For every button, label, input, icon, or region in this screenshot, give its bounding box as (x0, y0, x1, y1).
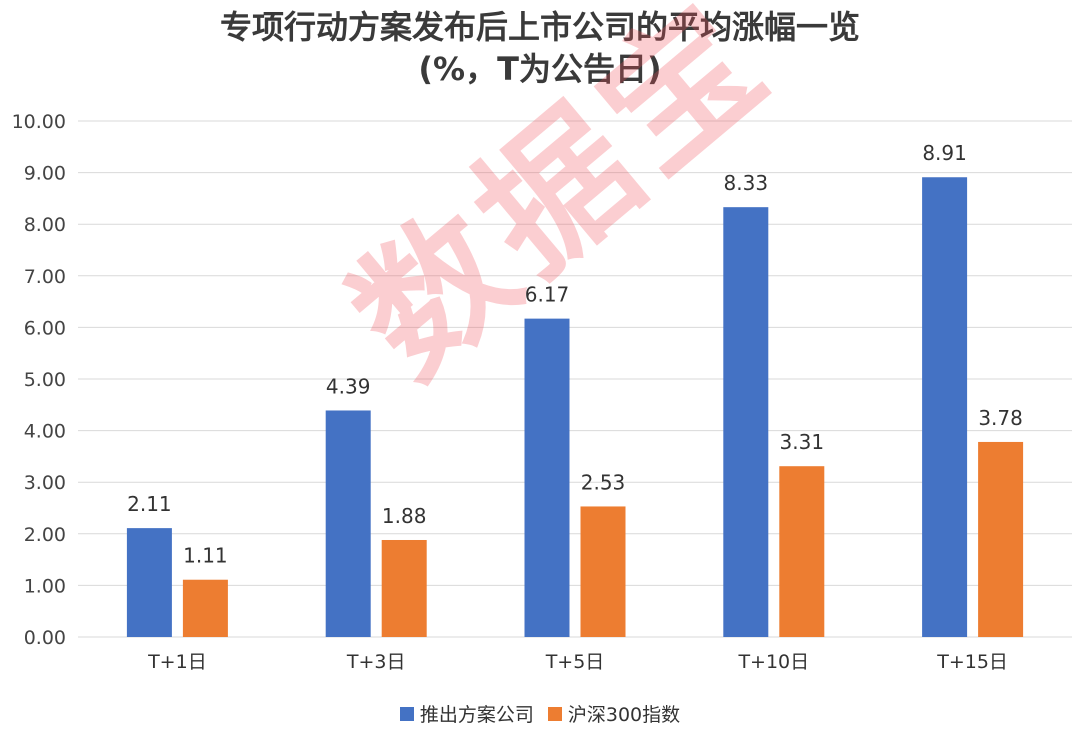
legend-swatch-series2 (547, 706, 562, 721)
y-tick-label: 10.00 (12, 111, 66, 133)
data-label: 3.31 (780, 430, 825, 454)
legend-label-series1: 推出方案公司 (419, 704, 534, 726)
legend-item-series2: 沪深300指数 (547, 700, 681, 727)
data-label: 2.53 (581, 470, 626, 494)
bar-series1 (524, 318, 570, 637)
legend-item-series1: 推出方案公司 (399, 700, 534, 727)
y-tick-label: 7.00 (24, 266, 66, 288)
data-label: 3.78 (978, 406, 1023, 430)
x-category-label: T+1日 (147, 651, 207, 673)
y-tick-label: 4.00 (24, 421, 66, 443)
y-tick-label: 6.00 (24, 317, 66, 339)
bar-series2 (779, 466, 825, 637)
data-label: 2.11 (127, 492, 172, 516)
bar-series1 (922, 177, 968, 637)
data-label: 1.11 (183, 544, 228, 568)
bar-series1 (126, 528, 172, 637)
bar-series2 (381, 539, 427, 637)
data-label: 4.39 (326, 374, 371, 398)
data-label: 6.17 (525, 283, 570, 307)
bar-series2 (182, 579, 228, 637)
bar-series1 (325, 410, 371, 637)
data-label: 8.33 (724, 171, 769, 195)
y-tick-label: 3.00 (24, 472, 66, 494)
legend: 推出方案公司 沪深300指数 (0, 700, 1080, 727)
y-tick-label: 8.00 (24, 214, 66, 236)
x-category-label: T+10日 (737, 651, 809, 673)
bar-series2 (580, 506, 626, 637)
bar-series2 (978, 441, 1024, 637)
y-tick-label: 5.00 (24, 369, 66, 391)
x-category-label: T+15日 (936, 651, 1008, 673)
data-label: 1.88 (382, 504, 427, 528)
legend-label-series2: 沪深300指数 (567, 704, 681, 726)
chart-title: 专项行动方案发布后上市公司的平均涨幅一览 (219, 8, 860, 46)
chart-subtitle: (%，T为公告日) (418, 50, 662, 88)
y-tick-label: 0.00 (24, 627, 66, 649)
legend-swatch-series1 (399, 706, 414, 721)
y-tick-label: 1.00 (24, 575, 66, 597)
data-label: 8.91 (922, 141, 967, 165)
x-category-label: T+5日 (545, 651, 605, 673)
y-tick-label: 2.00 (24, 524, 66, 546)
x-category-label: T+3日 (346, 651, 406, 673)
bar-series1 (723, 207, 769, 637)
y-tick-label: 9.00 (24, 163, 66, 185)
